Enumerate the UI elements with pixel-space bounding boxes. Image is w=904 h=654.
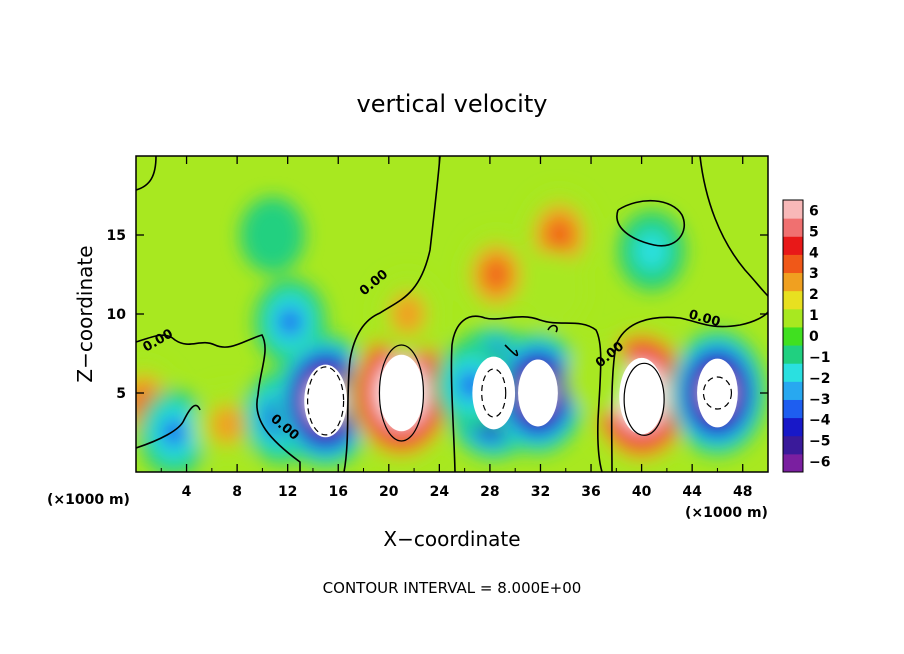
x-tick-label: 24 [430,484,450,500]
field-blob [547,219,572,251]
y-axis-ticks: 5 10 15 [107,228,768,402]
colorbar-swatch [783,381,803,400]
colorbar-tick-label: 2 [809,287,819,303]
contour-zero [450,315,603,472]
x-unit-right: (×1000 m) [685,505,768,521]
x-tick-label: 4 [182,484,192,500]
colorbar-tick-label: 4 [809,245,819,261]
field-core [697,358,738,428]
x-tick-label: 40 [632,484,652,500]
colorbar-tick-label: 1 [809,308,819,324]
x-tick-label: 8 [232,484,242,500]
x-axis-ticks: 4 8 12 16 20 24 28 32 36 40 44 48 [160,156,752,500]
contour-zero [136,156,157,191]
colorbar-tick-label: −3 [809,392,830,408]
contour-zero [343,156,441,472]
contour-negative [307,366,345,436]
y-axis-label: Z−coordinate [73,245,97,382]
field-blob [278,307,303,337]
x-tick-label: 32 [531,484,550,500]
colorbar-tick-label: −6 [809,455,830,471]
contour-zero [547,324,558,333]
colorbar-swatch [783,290,803,310]
colorbar-tick-label: −1 [809,350,830,366]
field-core [619,357,664,435]
colorbar-swatch [783,399,803,419]
x-tick-label: 36 [581,484,600,500]
field-blob [390,293,426,335]
field-core [518,359,558,427]
colorbar-swatch [783,326,803,346]
x-tick-label: 28 [480,484,499,500]
contour-zero [504,344,519,357]
x-tick-label: 44 [682,484,702,500]
colorbar-swatch [783,345,803,364]
contour-interval-note: CONTOUR INTERVAL = 8.000E+00 [323,579,582,597]
colorbar-tick-label: 5 [809,224,819,240]
y-tick-label: 5 [116,386,126,402]
contour-zero [616,199,686,247]
colorbar-swatch [783,435,803,455]
colorbar-swatch [783,254,803,274]
x-tick-label: 20 [379,484,399,500]
colorbar-swatch [783,453,803,473]
field-core [472,356,516,430]
colorbar-tick-label: 0 [809,329,819,345]
colorbar-swatch [783,308,803,328]
colorbar: 6 5 4 3 2 1 0 −1 −2 −3 −4 −5 −6 [782,199,831,473]
contour-positive [378,344,425,442]
field-core [379,354,424,432]
velocity-field [136,156,768,472]
y-tick-label: 15 [107,228,126,244]
colorbar-swatch [783,236,803,255]
colorbar-frame [782,199,804,473]
colorbar-swatch [783,200,803,219]
x-tick-label: 48 [733,484,752,500]
colorbar-tick-label: 6 [809,203,819,219]
colorbar-tick-label: 3 [809,266,819,282]
field-cores [304,354,738,438]
colorbar-swatch [783,417,803,437]
contour-negative [481,368,507,418]
contour-zero [136,334,301,472]
field-blob [520,252,586,329]
y-tick-label: 10 [107,307,127,323]
contour-zero [699,156,768,297]
colorbar-tick-label: −2 [809,371,830,387]
field-blob [239,196,306,274]
field-blob [484,260,509,289]
x-tick-label: 16 [328,484,347,500]
field-blob [634,230,669,271]
x-unit-left: (×1000 m) [47,492,130,508]
x-tick-label: 12 [278,484,297,500]
colorbar-swatch [783,363,803,382]
field-core [304,364,347,438]
chart-title: vertical velocity [357,90,548,118]
colorbar-tick-label: −4 [809,413,831,429]
contour-zero [610,311,768,472]
contour-negative [702,376,733,410]
colorbar-tick-label: −5 [809,434,830,450]
contour-positive [623,362,665,436]
field-blob [210,404,244,445]
contour-zero [136,404,201,449]
colorbar-swatch [783,272,803,292]
colorbar-swatch [783,218,803,237]
x-axis-label: X−coordinate [383,527,520,551]
